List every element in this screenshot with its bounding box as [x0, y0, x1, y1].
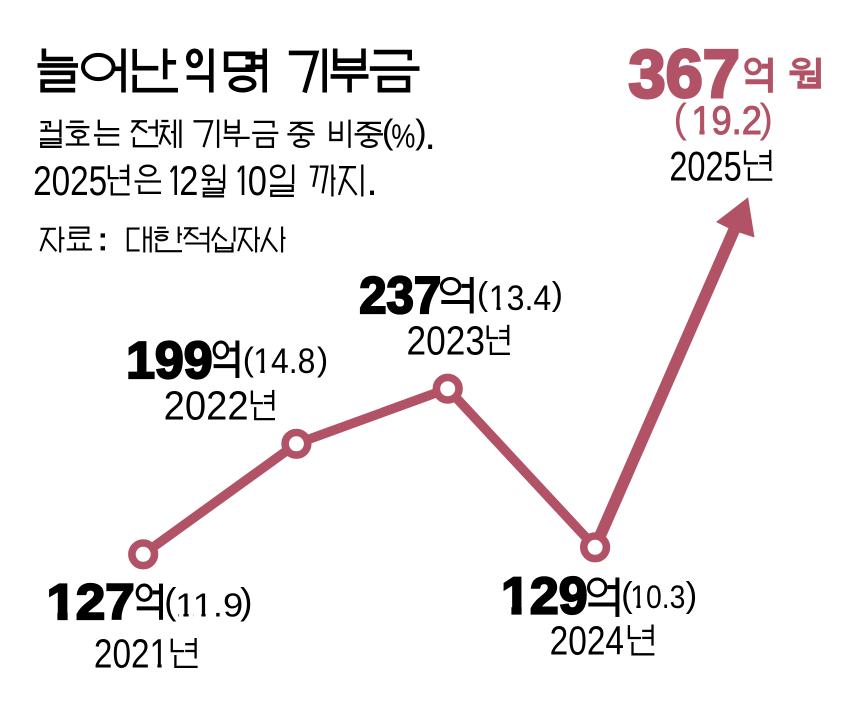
svg-text:127: 127	[47, 574, 135, 630]
svg-text:2024: 2024	[550, 618, 624, 664]
svg-text:11.9: 11.9	[175, 588, 243, 625]
svg-text:(: (	[477, 276, 488, 313]
svg-text:%: %	[391, 118, 415, 155]
svg-text:(: (	[621, 576, 633, 614]
svg-text:): )	[759, 95, 773, 141]
svg-text:.: .	[366, 157, 378, 204]
svg-text:): )	[686, 576, 698, 614]
svg-text:13.4: 13.4	[489, 279, 552, 318]
svg-text:19.2: 19.2	[691, 99, 762, 143]
svg-text:(: (	[673, 95, 687, 141]
svg-text:199: 199	[126, 332, 213, 390]
svg-text:2022: 2022	[164, 383, 249, 429]
svg-text:0: 0	[248, 158, 267, 205]
svg-text:.: .	[424, 111, 436, 158]
svg-text:10.3: 10.3	[630, 578, 685, 615]
svg-text:2023: 2023	[407, 317, 485, 363]
svg-text:14.8: 14.8	[253, 342, 315, 381]
svg-text:129: 129	[501, 568, 588, 626]
svg-text:367: 367	[628, 36, 739, 112]
svg-text:): )	[552, 276, 563, 313]
svg-text:2025: 2025	[669, 143, 741, 190]
svg-text:): )	[317, 341, 328, 378]
svg-text:(: (	[382, 114, 394, 152]
svg-text:(: (	[164, 580, 177, 622]
svg-text:): )	[415, 114, 427, 152]
svg-text:2: 2	[179, 158, 198, 205]
svg-text:(: (	[243, 341, 254, 378]
svg-text:2025: 2025	[33, 157, 107, 204]
svg-text:): )	[240, 580, 252, 622]
svg-text:237: 237	[359, 267, 441, 325]
